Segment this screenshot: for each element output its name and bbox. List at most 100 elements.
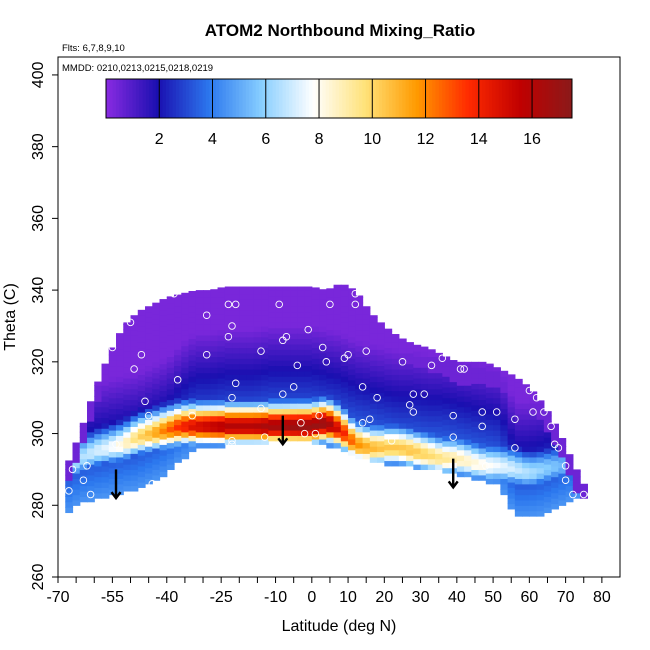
heatmap-cell [493,473,501,479]
heatmap-cell [529,419,538,426]
heatmap-cell [558,473,567,479]
heatmap-cell [268,381,277,388]
heatmap-cell [471,404,480,411]
heatmap-cell [493,424,501,431]
heatmap-cell [217,302,226,309]
heatmap-cell [253,299,262,306]
heatmap-cell [174,322,182,329]
heatmap-cell [261,304,269,311]
heatmap-cell [536,499,545,506]
heatmap-cell [442,451,451,458]
colorbar-swatch [112,79,117,118]
heatmap-cell [471,447,480,454]
heatmap-cell [94,428,103,435]
heatmap-cell [500,429,509,436]
heatmap-cell [355,361,364,368]
sample-point [289,383,298,391]
heatmap-cell [478,458,487,465]
colorbar-swatch [455,79,460,118]
heatmap-cell [471,458,480,465]
heatmap-cell [108,397,117,404]
heatmap-cell [348,422,356,429]
heatmap-cell [522,424,530,431]
heatmap-cell [406,438,414,445]
heatmap-cell [536,489,545,496]
colorbar-swatch [342,79,347,118]
heatmap-cell [137,374,146,381]
heatmap-cell [290,435,298,442]
colorbar-swatch [262,79,267,118]
sample-point [561,462,570,470]
heatmap-cell [406,444,414,451]
heatmap-cell [275,290,284,297]
heatmap-cell [224,342,233,349]
heatmap-cell [340,376,349,383]
heatmap-cell [224,331,233,338]
heatmap-cell [529,403,538,410]
heatmap-cell [391,390,400,397]
heatmap-cell [319,428,327,435]
heatmap-cell [456,455,465,462]
heatmap-cell [500,456,509,463]
colorbar-swatch [309,79,313,118]
heatmap-cell [391,347,400,354]
colorbar-swatch [215,79,220,118]
heatmap-cell [261,385,269,392]
heatmap-cell [123,329,132,336]
heatmap-cell [116,338,124,345]
heatmap-cell [311,287,320,289]
heatmap-cell [565,469,574,476]
heatmap-cell [239,325,248,332]
heatmap-cell [427,453,436,460]
heatmap-cell [210,334,219,341]
heatmap-cell [442,467,451,474]
heatmap-cell [500,413,509,420]
heatmap-cell [174,311,182,318]
heatmap-cell [297,424,306,431]
heatmap-cell [333,399,342,406]
heatmap-cell [87,431,95,438]
heatmap-cell [282,286,291,291]
heatmap-cell [79,431,88,438]
heatmap-cell [500,435,509,442]
colorbar-swatch [279,79,283,118]
colorbar-swatch [332,79,337,118]
heatmap-cell [340,446,349,453]
heatmap-cell [333,351,342,358]
heatmap-cell [478,394,487,401]
heatmap-cell [116,408,124,415]
heatmap-cell [435,383,443,390]
heatmap-cell [203,442,211,449]
heatmap-cell [536,505,545,512]
heatmap-cell [232,336,240,343]
heatmap-cell [195,394,204,401]
heatmap-cell [304,295,313,302]
heatmap-cell [326,421,335,427]
heatmap-cell [449,360,458,367]
heatmap-cell [449,408,458,415]
heatmap-cell [159,352,168,359]
sample-point [257,404,265,413]
heatmap-cell [145,456,153,463]
heatmap-cell [290,306,298,313]
heatmap-cell [551,465,559,472]
heatmap-cell [275,343,284,350]
colorbar-swatch [199,79,204,118]
heatmap-cell [507,492,516,499]
heatmap-cell [348,347,356,354]
heatmap-cell [159,336,168,343]
heatmap-cell [253,412,262,419]
heatmap-cell [406,460,414,467]
colorbar-swatch [482,79,486,118]
heatmap-cell [224,369,233,375]
heatmap-cell [261,309,269,316]
heatmap-cell [87,447,95,454]
heatmap-cell [224,315,233,322]
heatmap-cell [485,376,494,383]
heatmap-cell [217,431,226,438]
heatmap-cell [500,392,509,399]
heatmap-cell [304,327,313,334]
heatmap-cell [420,367,429,374]
heatmap-cell [137,401,146,408]
heatmap-cell [398,379,407,386]
